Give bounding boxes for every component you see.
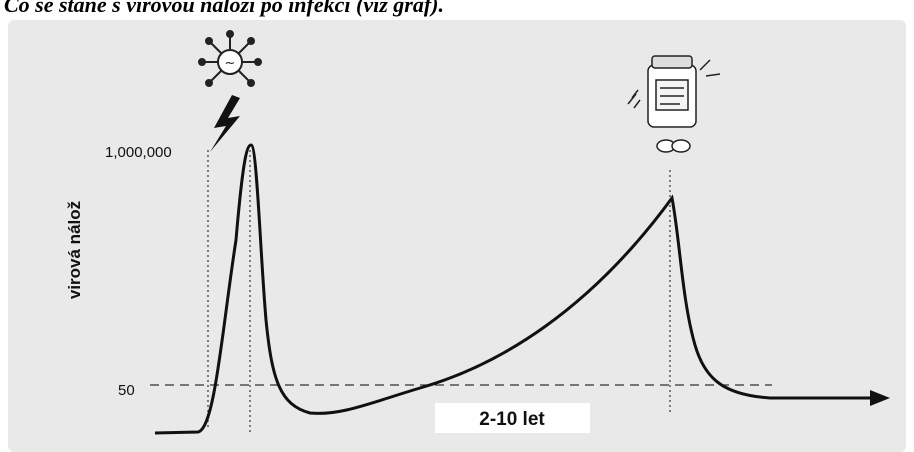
lightning-icon bbox=[210, 95, 240, 152]
virus-icon: ~ bbox=[198, 30, 262, 87]
svg-text:~: ~ bbox=[225, 56, 236, 71]
period-label: 2-10 let bbox=[479, 409, 545, 430]
tick-label: 1,000,000 bbox=[105, 144, 172, 161]
viral-load-curve bbox=[154, 143, 872, 435]
y-axis-label: virová nálož bbox=[65, 201, 84, 299]
guide-lines bbox=[207, 150, 671, 432]
title: Co se stane s virovou náloží po infekci … bbox=[4, 0, 444, 17]
tick-label: 50 bbox=[118, 382, 135, 399]
panel bbox=[8, 20, 906, 452]
arrow-head bbox=[870, 390, 890, 406]
period-box bbox=[435, 403, 590, 433]
medicine-icon bbox=[627, 55, 721, 153]
